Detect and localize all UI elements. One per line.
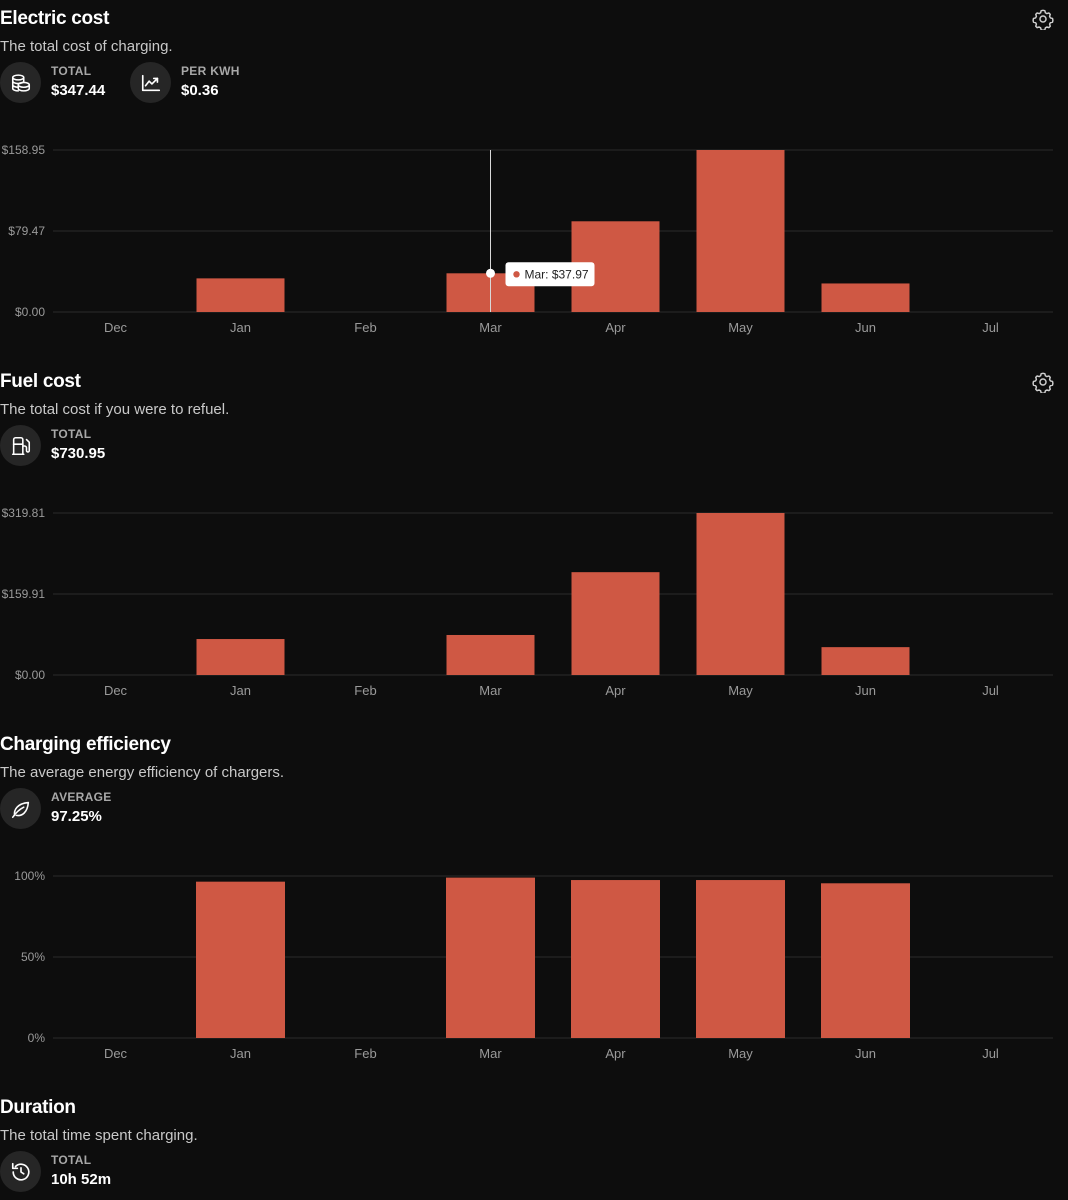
bar-jan [196,278,285,312]
x-tick-label: Mar [479,320,502,335]
section-subtitle: The total time spent charging. [0,1127,198,1144]
tooltip-box [505,262,595,287]
electric-cost-chart[interactable]: $0.00 $79.47 $158.95 Dec Jan Feb Mar Apr May Jun J… [0,128,1068,338]
x-tick-label: Mar [479,683,502,698]
section-title: Charging efficiency [0,734,171,755]
y-tick-label: $158.95 [2,143,46,157]
bar-jun [821,883,910,1038]
charging-efficiency-chart[interactable]: 0% 50% 100% Dec Jan Feb Mar Apr May Jun Jul [0,854,1068,1064]
bar-may [696,150,785,312]
y-tick-label: $319.81 [2,506,46,520]
fuel-pump-icon [0,425,41,466]
bar-may [696,513,785,675]
bar-mar [446,877,535,1038]
settings-gear-icon[interactable] [1032,371,1054,395]
section-subtitle: The total cost if you were to refuel. [0,401,230,418]
section-subtitle: The average energy efficiency of charger… [0,764,285,781]
x-tick-label: Feb [354,683,376,698]
bar-may [696,880,785,1038]
y-tick-label: 0% [28,1031,46,1045]
x-tick-label: Dec [104,683,128,698]
y-tick-label: $0.00 [15,305,45,319]
x-tick-label: Jan [230,683,251,698]
x-tick-label: May [728,320,753,335]
x-tick-label: Jun [855,320,876,335]
stat-value: 97.25% [51,808,102,825]
electric-cost-section: Electric cost The total cost of charging… [0,8,1068,338]
section-subtitle: The total cost of charging. [0,38,173,55]
x-tick-label: Feb [354,1046,376,1061]
y-tick-label: $79.47 [8,224,45,238]
chart-tooltip: Mar: $37.97 [505,262,595,287]
x-tick-label: Jun [855,1046,876,1061]
history-icon [0,1151,41,1192]
x-tick-label: Dec [104,1046,128,1061]
stat-label: TOTAL [51,64,92,78]
fuel-cost-section: Fuel cost The total cost if you were to … [0,371,1068,701]
leaf-icon [0,788,41,829]
duration-section: Duration The total time spent charging. … [0,1097,1068,1200]
bar-jun [821,283,910,312]
hover-point [486,268,495,278]
bar-apr [571,880,660,1038]
fuel-cost-chart[interactable]: $0.00 $159.91 $319.81 Dec Jan Feb Mar Apr May Jun… [0,491,1068,701]
y-tick-label: 100% [14,869,45,883]
stat-value: $0.36 [181,82,219,99]
x-tick-label: Dec [104,320,128,335]
x-tick-label: Mar [479,1046,502,1061]
x-tick-label: Jul [982,320,999,335]
x-tick-label: May [728,683,753,698]
stat-label: TOTAL [51,427,92,441]
settings-gear-icon[interactable] [1032,8,1054,32]
x-tick-label: May [728,1046,753,1061]
y-tick-label: $159.91 [2,587,46,601]
stat-value: $347.44 [51,82,106,99]
y-tick-label: 50% [21,950,45,964]
chart-trend-icon [130,62,171,103]
x-tick-label: Jan [230,1046,251,1061]
y-tick-label: $0.00 [15,668,45,682]
stat-label: PER KWH [181,64,240,78]
stat-value: $730.95 [51,445,106,462]
x-tick-label: Jun [855,683,876,698]
x-tick-label: Apr [605,683,626,698]
section-title: Duration [0,1097,76,1118]
x-tick-label: Jan [230,320,251,335]
bar-jun [821,647,910,675]
stat-value: 10h 52m [51,1171,112,1188]
stat-label: AVERAGE [51,790,112,804]
bar-jan [196,881,285,1038]
section-title: Fuel cost [0,371,81,392]
x-tick-label: Apr [605,320,626,335]
coins-icon [0,62,41,103]
x-tick-label: Apr [605,1046,626,1061]
tooltip-text: Mar: $37.97 [525,267,589,281]
bar-mar [446,634,535,675]
charging-efficiency-section: Charging efficiency The average energy e… [0,734,1068,1064]
section-title: Electric cost [0,8,110,29]
x-tick-label: Feb [354,320,376,335]
x-tick-label: Jul [982,1046,999,1061]
bar-apr [571,572,660,675]
x-tick-label: Jul [982,683,999,698]
bar-jan [196,639,285,675]
tooltip-marker [513,271,520,278]
stat-label: TOTAL [51,1153,92,1167]
